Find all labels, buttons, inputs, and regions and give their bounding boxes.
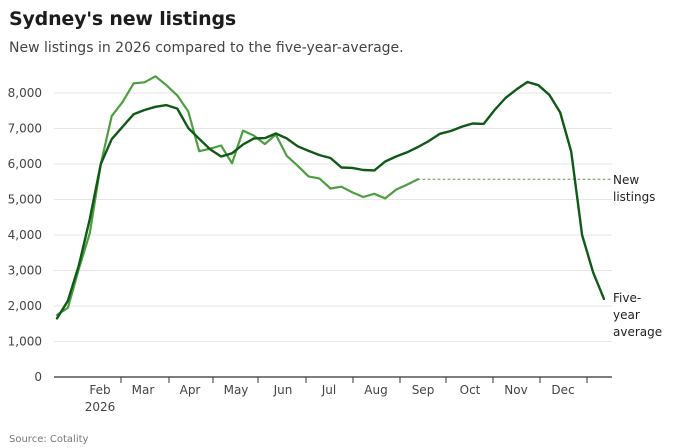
y-tick-label: 8,000 <box>8 86 42 100</box>
x-tick-label: Sep <box>412 383 435 397</box>
x-tick-label: Aug <box>364 383 387 397</box>
x-axis: Feb 2026 Mar Apr May Jun Jul Aug Sep Oct Nov Dec <box>54 376 612 414</box>
x-tick-label: Oct <box>460 383 481 397</box>
y-tick-label: 0 <box>34 370 42 384</box>
source-note: Source: Cotality <box>9 434 89 445</box>
chart-title: Sydney's new listings <box>9 8 236 30</box>
five-year-average-line <box>55 80 606 320</box>
y-tick-label: 7,000 <box>8 122 42 136</box>
series-label-new-listings: New <box>613 173 639 187</box>
y-tick-label: 2,000 <box>8 299 42 313</box>
y-tick-label: 3,000 <box>8 264 42 278</box>
series-label-five-year-average: year <box>613 308 640 322</box>
y-tick-label: 4,000 <box>8 228 42 242</box>
series-label-five-year-average: average <box>613 325 662 339</box>
new-listings-line <box>55 75 420 316</box>
y-tick-label: 6,000 <box>8 157 42 171</box>
x-tick-label: Mar <box>132 383 155 397</box>
y-axis-tick-labels: 0 1,000 2,000 3,000 4,000 5,000 6,000 7,000 8,00… <box>8 86 42 384</box>
x-tick-label: Feb <box>89 383 110 397</box>
x-tick-label: Dec <box>551 383 574 397</box>
x-tick-sublabel: 2026 <box>85 400 116 414</box>
series-label-new-listings: listings <box>613 190 655 204</box>
x-tick-label: Jun <box>273 383 293 397</box>
y-tick-label: 5,000 <box>8 193 42 207</box>
x-tick-label: Jul <box>321 383 336 397</box>
series-lines <box>55 75 611 320</box>
x-tick-label: Nov <box>504 383 527 397</box>
x-tick-label: Apr <box>180 383 201 397</box>
series-labels: New listings Five-year average <box>613 173 662 339</box>
chart-subtitle: New listings in 2026 compared to the fiv… <box>9 40 404 56</box>
x-tick-label: May <box>224 383 249 397</box>
y-tick-label: 1,000 <box>8 335 42 349</box>
series-label-five-year-average: Five- <box>613 291 641 305</box>
gridlines <box>54 92 612 342</box>
